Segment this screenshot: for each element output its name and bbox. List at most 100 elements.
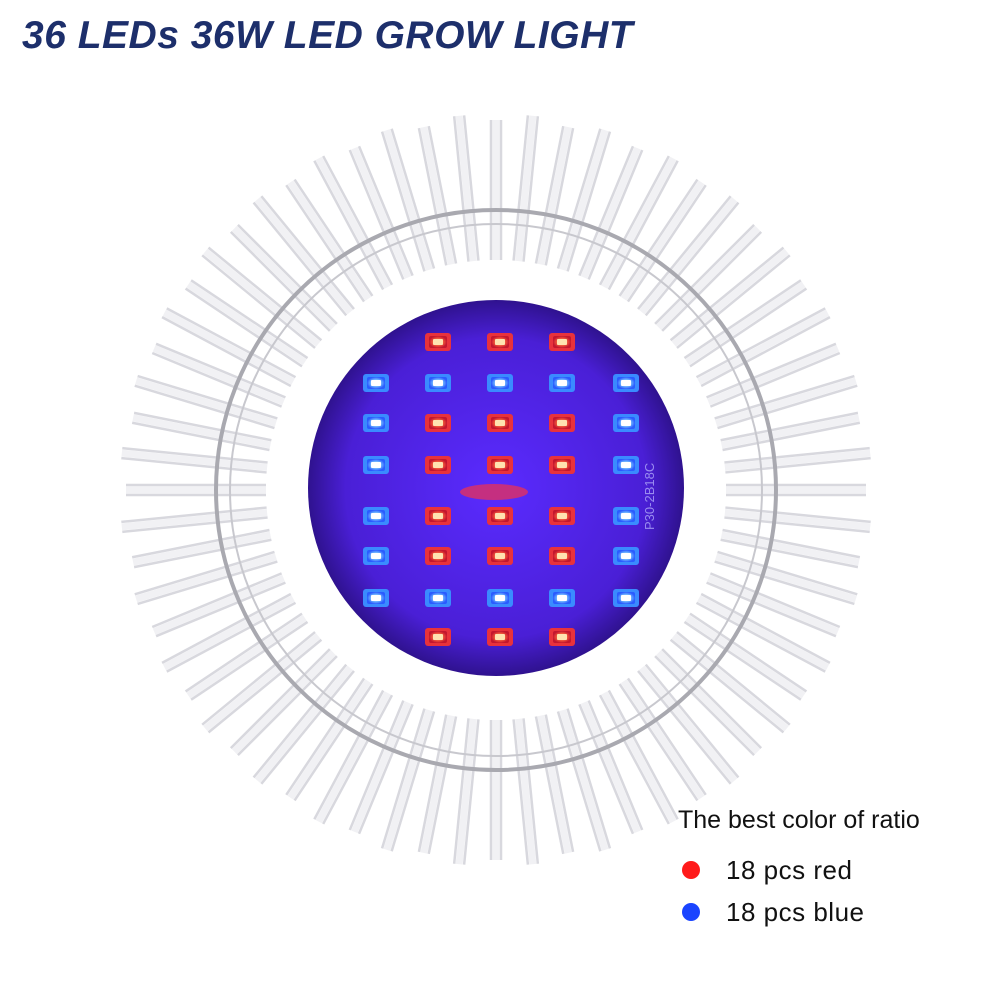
heatsink-fin xyxy=(683,279,808,368)
red-led xyxy=(549,414,575,432)
heatsink-fin xyxy=(452,718,480,865)
heatsink-fin xyxy=(161,307,297,388)
heatsink-fin xyxy=(184,612,309,701)
heatsink-fin xyxy=(714,550,858,606)
heatsink-fin xyxy=(134,550,278,606)
heatsink-fin xyxy=(720,411,861,452)
board-connector xyxy=(460,484,528,500)
heatsink-fin xyxy=(151,342,286,408)
red-led xyxy=(487,333,513,351)
heatsink-fin xyxy=(578,700,644,835)
blue-led xyxy=(363,414,389,432)
heatsink-fin xyxy=(726,483,866,497)
heatsink-fin xyxy=(695,307,831,388)
heatsink-fin xyxy=(724,506,871,534)
heatsink-fin xyxy=(512,718,540,865)
heatsink-fin xyxy=(126,483,266,497)
blue-dot-icon xyxy=(682,903,700,921)
red-dot-icon xyxy=(682,861,700,879)
heatsink-fin xyxy=(285,178,374,303)
heatsink-fin xyxy=(229,648,338,757)
blue-led xyxy=(425,589,451,607)
heatsink-fin xyxy=(714,374,858,430)
blue-led xyxy=(613,547,639,565)
product-title: 36 LEDs 36W LED GROW LIGHT xyxy=(22,14,634,57)
led-array xyxy=(363,333,639,646)
blue-led xyxy=(613,374,639,392)
heatsink-fin xyxy=(598,689,679,825)
blue-led xyxy=(549,589,575,607)
heatsink-fin xyxy=(201,631,323,734)
heatsink-fin xyxy=(556,128,612,272)
heatsink-fin xyxy=(706,572,841,638)
heatsink-fin xyxy=(121,506,268,534)
heatsink-fin xyxy=(489,120,503,260)
heatsink-fin xyxy=(654,648,763,757)
red-led xyxy=(487,628,513,646)
blue-led xyxy=(487,589,513,607)
red-led xyxy=(487,547,513,565)
heatsink-fin xyxy=(134,374,278,430)
heatsink-fin xyxy=(313,689,394,825)
red-led xyxy=(487,507,513,525)
heatsink-fin xyxy=(380,128,436,272)
heatsink-fin xyxy=(724,446,871,474)
heatsink-fin xyxy=(184,279,309,368)
blue-led xyxy=(425,374,451,392)
legend-item-blue: 18 pcs blue xyxy=(678,891,978,933)
heatsink-fin xyxy=(512,115,540,262)
heatsink-fin xyxy=(380,708,436,852)
heatsink-fin xyxy=(252,663,355,785)
red-led xyxy=(425,547,451,565)
color-ratio-legend: The best color of ratio 18 pcs red 18 pc… xyxy=(678,806,978,933)
legend-label-blue: 18 pcs blue xyxy=(726,896,865,927)
blue-led xyxy=(363,547,389,565)
heatsink-outer-ring xyxy=(214,208,778,772)
heatsink-fin xyxy=(151,572,286,638)
heatsink-fin xyxy=(417,125,458,266)
heatsink-fin xyxy=(695,592,831,673)
heatsink-fin xyxy=(669,631,791,734)
red-led xyxy=(549,628,575,646)
heatsink-fin xyxy=(706,342,841,408)
heatsink-fin xyxy=(720,528,861,569)
heatsink-fin xyxy=(452,115,480,262)
heatsink-fin xyxy=(637,195,740,317)
heatsink-fin xyxy=(161,592,297,673)
heatsink-fin xyxy=(121,446,268,474)
heatsink-fin xyxy=(578,145,644,280)
heatsink-fin xyxy=(489,720,503,860)
red-led xyxy=(425,628,451,646)
blue-led xyxy=(363,456,389,474)
blue-led xyxy=(363,507,389,525)
heatsink-fin xyxy=(598,155,679,291)
heatsink-fin xyxy=(313,155,394,291)
heatsink-fin xyxy=(201,246,323,349)
heatsink-fin xyxy=(618,178,707,303)
legend-label-red: 18 pcs red xyxy=(726,854,853,885)
heatsink-fin xyxy=(654,223,763,332)
legend-title: The best color of ratio xyxy=(678,806,920,834)
heatsink-fin xyxy=(252,195,355,317)
board-label: P30-2B18C xyxy=(642,463,657,530)
heatsink-fin xyxy=(669,246,791,349)
red-led xyxy=(487,414,513,432)
red-led xyxy=(425,414,451,432)
blue-led xyxy=(613,456,639,474)
blue-led xyxy=(487,374,513,392)
heatsink-inner-ring xyxy=(229,223,763,757)
heatsink-fin xyxy=(534,125,575,266)
blue-led xyxy=(613,507,639,525)
red-led xyxy=(425,507,451,525)
blue-led xyxy=(613,589,639,607)
red-led xyxy=(425,333,451,351)
heatsink-fin xyxy=(131,411,272,452)
blue-led xyxy=(363,374,389,392)
red-led xyxy=(549,507,575,525)
heatsink-fin xyxy=(131,528,272,569)
red-led xyxy=(425,456,451,474)
heatsink-fins xyxy=(121,115,871,865)
red-led xyxy=(549,547,575,565)
blue-led xyxy=(613,414,639,432)
